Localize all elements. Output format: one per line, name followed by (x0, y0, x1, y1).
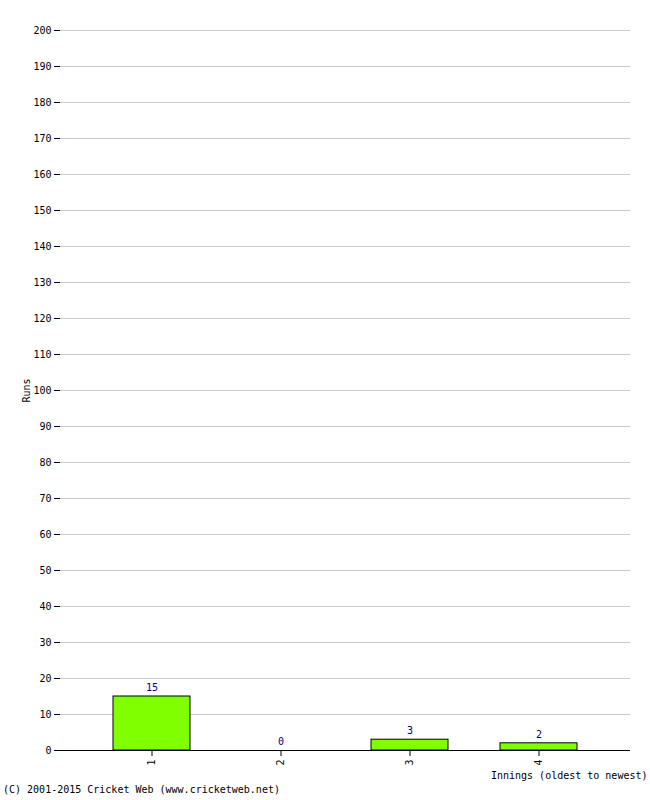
svg-text:140: 140 (33, 241, 51, 252)
svg-text:2: 2 (536, 729, 542, 740)
svg-text:190: 190 (33, 61, 51, 72)
svg-text:70: 70 (39, 493, 51, 504)
svg-text:110: 110 (33, 349, 51, 360)
svg-text:60: 60 (39, 529, 51, 540)
svg-text:2: 2 (275, 760, 286, 766)
svg-text:0: 0 (45, 745, 51, 756)
svg-text:120: 120 (33, 313, 51, 324)
svg-text:30: 30 (39, 637, 51, 648)
svg-text:170: 170 (33, 133, 51, 144)
svg-text:4: 4 (533, 760, 544, 766)
svg-text:90: 90 (39, 421, 51, 432)
svg-text:10: 10 (39, 709, 51, 720)
svg-text:40: 40 (39, 601, 51, 612)
svg-text:100: 100 (33, 385, 51, 396)
svg-text:3: 3 (404, 760, 415, 766)
svg-text:3: 3 (407, 725, 413, 736)
svg-text:20: 20 (39, 673, 51, 684)
svg-text:130: 130 (33, 277, 51, 288)
svg-text:200: 200 (33, 25, 51, 36)
svg-text:50: 50 (39, 565, 51, 576)
svg-text:Runs: Runs (21, 378, 32, 402)
svg-text:0: 0 (278, 736, 284, 747)
html-text:(C) 2001-2015 Cricket Web (www: (C) 2001-2015 Cricket Web (www.cricketwe… (3, 784, 280, 795)
svg-text:15: 15 (146, 682, 158, 693)
svg-text:80: 80 (39, 457, 51, 468)
svg-text:160: 160 (33, 169, 51, 180)
svg-text:1: 1 (146, 760, 157, 766)
svg-text:150: 150 (33, 205, 51, 216)
svg-text:180: 180 (33, 97, 51, 108)
svg-text:Innings (oldest to newest): Innings (oldest to newest) (491, 770, 648, 781)
